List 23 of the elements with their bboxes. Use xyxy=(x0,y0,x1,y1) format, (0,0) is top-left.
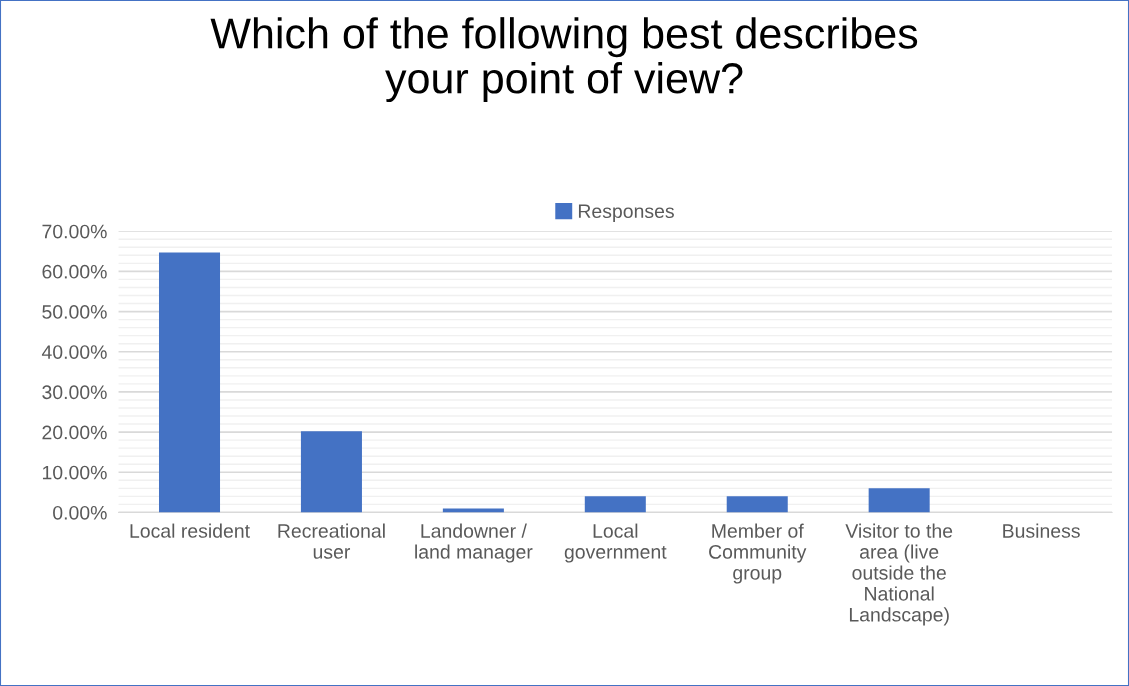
x-tick-label: Local resident xyxy=(130,523,250,538)
legend-label: Responses xyxy=(578,204,674,222)
bar xyxy=(868,488,930,513)
x-tick-label: Recreational user xyxy=(278,523,385,559)
bar xyxy=(300,431,362,513)
y-tick-label: 40.00% xyxy=(41,345,107,359)
bar xyxy=(442,508,504,513)
bar xyxy=(584,496,646,513)
bar xyxy=(726,496,788,513)
x-tick-label: Local government xyxy=(564,523,667,563)
x-tick-label: Business xyxy=(1003,523,1080,538)
y-tick-label: 60.00% xyxy=(42,264,107,279)
y-tick-label: 70.00% xyxy=(42,224,107,239)
y-tick-label: 0.00% xyxy=(53,505,107,520)
y-tick-label: 30.00% xyxy=(42,385,107,400)
x-tick-label: Member of Community group xyxy=(709,523,807,584)
y-tick-label: 50.00% xyxy=(42,305,107,319)
chart-title: Which of the following best describes your point of view? xyxy=(210,17,918,103)
x-tick-label: Visitor to the area (live outside the National Landscape) xyxy=(845,523,953,626)
y-tick-label: 10.00% xyxy=(42,465,107,480)
bar xyxy=(159,252,221,513)
x-tick-label: Landowner / land manager xyxy=(415,523,533,563)
y-tick-label: 20.00% xyxy=(42,425,107,440)
